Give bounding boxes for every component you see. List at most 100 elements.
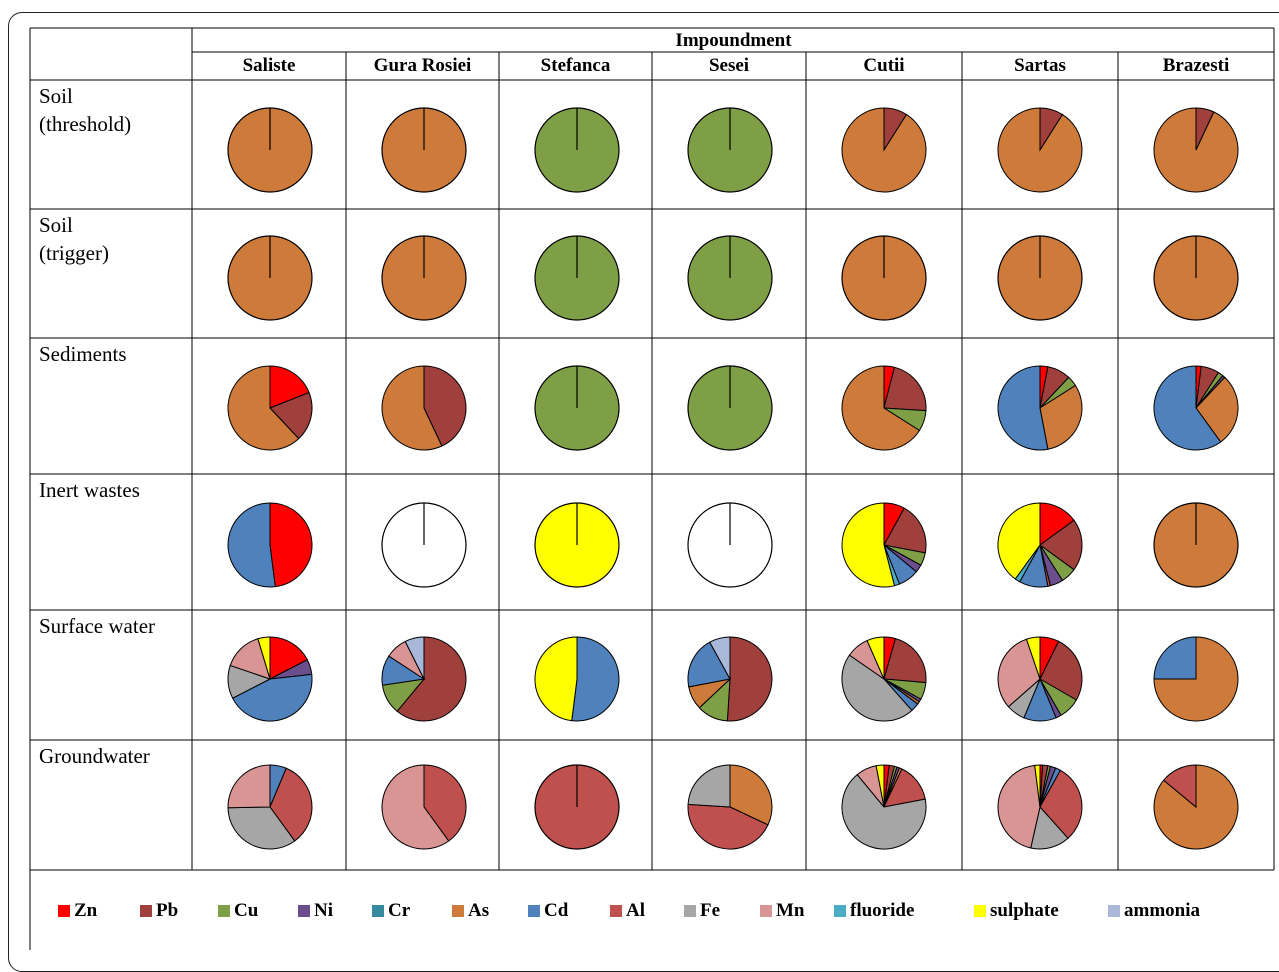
pie-slice-sulphate xyxy=(841,502,896,588)
pie-slice-sulphate xyxy=(997,502,1041,580)
legend-label: As xyxy=(468,900,490,921)
pie-chart xyxy=(381,365,467,451)
row-label: Inert wastes xyxy=(39,478,140,502)
pie-slice-ammonia xyxy=(709,636,731,680)
impoundment-header: Impoundment xyxy=(675,30,792,51)
legend-swatch xyxy=(218,905,230,917)
pie-chart xyxy=(1153,235,1239,321)
legend-item-Fe: Fe xyxy=(684,900,720,922)
pie-slice-Cd xyxy=(571,636,620,722)
legend-label: Al xyxy=(626,900,645,921)
pie-chart xyxy=(841,502,927,588)
pie-slice-Cd xyxy=(1153,636,1197,680)
pie-slice-As xyxy=(841,107,927,193)
pie-chart xyxy=(227,107,313,193)
pie-chart xyxy=(687,235,773,321)
column-header: Cutii xyxy=(863,55,905,76)
column-header: Gura Rosiei xyxy=(373,55,472,76)
legend-item-Al: Al xyxy=(610,900,645,922)
pie-chart xyxy=(534,502,620,588)
pie-chart xyxy=(687,365,773,451)
row-label: Groundwater xyxy=(39,744,150,768)
pie-slice-Pb xyxy=(883,507,927,554)
pie-slice-Al xyxy=(1162,764,1197,809)
pie-slice-ammonia xyxy=(404,636,425,680)
pie-slice-Fe xyxy=(841,773,927,850)
pie-slice-As xyxy=(1153,107,1239,193)
pie-chart xyxy=(1153,764,1239,850)
pie-chart xyxy=(997,502,1083,588)
pie-slice-sulphate xyxy=(875,764,885,808)
legend-item-Cr: Cr xyxy=(372,900,410,922)
legend-swatch xyxy=(58,905,70,917)
row-label: Soil (trigger) xyxy=(39,213,109,265)
pie-slice-As xyxy=(841,365,921,451)
legend-swatch xyxy=(140,905,152,917)
pie-slice-As xyxy=(227,365,300,451)
pie-chart xyxy=(227,502,313,588)
legend-item-sulphate: sulphate xyxy=(974,900,1059,922)
pie-slice-Fe xyxy=(841,654,913,722)
pie-slice-Mn xyxy=(381,764,450,850)
pie-chart xyxy=(841,235,927,321)
legend-label: Fe xyxy=(700,900,721,921)
row-label: Soil (threshold) xyxy=(39,84,132,136)
pie-slice-As xyxy=(381,365,443,451)
pie-chart xyxy=(841,636,927,722)
pie-slice-Pb xyxy=(883,637,927,684)
legend-label: Mn xyxy=(776,900,805,921)
pie-slice-sulphate xyxy=(534,636,578,722)
legend-label: Cu xyxy=(234,900,259,921)
legend-swatch xyxy=(528,905,540,917)
legend-label: sulphate xyxy=(990,900,1059,921)
legend-item-As: As xyxy=(452,900,489,922)
pie-chart xyxy=(381,107,467,193)
pie-chart xyxy=(534,365,620,451)
pie-slice-Pb xyxy=(423,365,467,447)
pie-slice-Cd xyxy=(687,641,731,688)
pie-slice-Pb xyxy=(269,391,313,440)
pie-slice-As xyxy=(997,107,1083,193)
pie-slice-Cd xyxy=(227,502,276,588)
pie-slice-Cd xyxy=(231,673,313,722)
pie-chart xyxy=(381,502,467,588)
pie-chart xyxy=(997,107,1083,193)
legend-label: Cd xyxy=(544,900,569,921)
pie-chart xyxy=(534,636,620,722)
pie-chart xyxy=(534,764,620,850)
pie-slice-Zn xyxy=(269,502,313,588)
legend-swatch xyxy=(298,905,310,917)
legend-swatch xyxy=(974,905,986,917)
legend-label: Pb xyxy=(156,900,179,921)
column-header: Brazesti xyxy=(1162,55,1230,76)
pie-chart xyxy=(997,636,1083,722)
pie-chart xyxy=(997,764,1083,850)
legend-item-Ni: Ni xyxy=(298,900,333,922)
pie-slice-sulphate xyxy=(1034,764,1041,808)
pie-slice-Pb xyxy=(1039,519,1083,571)
pie-chart xyxy=(841,107,927,193)
pie-chart xyxy=(534,235,620,321)
legend-swatch xyxy=(372,905,384,917)
legend-swatch xyxy=(1108,905,1120,917)
pie-slice-sulphate xyxy=(257,636,271,680)
legend-item-Mn: Mn xyxy=(760,900,805,922)
legend-item-Cu: Cu xyxy=(218,900,258,922)
pie-slice-Al xyxy=(1039,769,1083,840)
legend-label: Ni xyxy=(314,900,333,921)
pie-chart xyxy=(997,365,1083,451)
pie-slice-Pb xyxy=(883,366,927,412)
pie-chart xyxy=(1153,365,1239,451)
pie-chart xyxy=(997,235,1083,321)
pie-slice-Pb xyxy=(726,636,773,722)
pie-slice-As xyxy=(729,764,773,826)
pie-chart xyxy=(534,107,620,193)
legend-swatch xyxy=(452,905,464,917)
legend-item-Zn: Zn xyxy=(58,900,97,922)
pie-slice-As xyxy=(1195,376,1239,443)
pie-slice-Fe xyxy=(687,764,731,808)
pie-slice-Mn xyxy=(227,764,271,809)
pie-slice-As xyxy=(1039,384,1083,450)
pie-slice-Fe xyxy=(227,806,296,850)
legend-swatch xyxy=(610,905,622,917)
